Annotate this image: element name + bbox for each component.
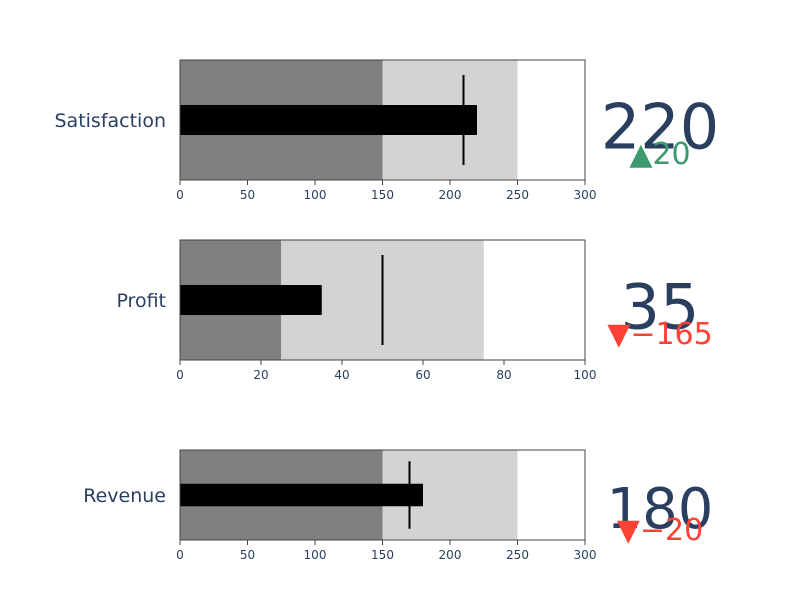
tick-label: 80 — [496, 368, 511, 382]
gauge-title: Satisfaction — [54, 110, 166, 132]
bullet-gauge-revenue: 0 50 100 150 200 250 300 Revenue 180▼−20 — [83, 449, 714, 562]
bullet-gauge-satisfaction: 0 50 100 150 200 250 300 Satisfaction 220▲20 — [54, 59, 719, 202]
tick-label: 100 — [304, 188, 327, 202]
tick-label: 300 — [574, 548, 597, 562]
tick-label: 200 — [439, 548, 462, 562]
tick-label: 150 — [371, 188, 394, 202]
tick-label: 50 — [240, 188, 255, 202]
gauge-border — [179, 239, 586, 361]
tick-label: 300 — [574, 188, 597, 202]
tick-label: 0 — [176, 188, 184, 202]
tick-label: 60 — [415, 368, 430, 382]
delta-indicator: ▲20 — [629, 137, 690, 172]
value-number: 180 — [607, 477, 714, 542]
tick-label: 100 — [304, 548, 327, 562]
tick-label: 0 — [176, 368, 184, 382]
tick-label: 20 — [253, 368, 268, 382]
tick-label: 250 — [506, 548, 529, 562]
tick-label: 0 — [176, 548, 184, 562]
value-number: 220 — [601, 90, 719, 163]
tick-label: 150 — [371, 548, 394, 562]
value-bar — [180, 105, 477, 135]
tick-label: 250 — [506, 188, 529, 202]
value-bar — [180, 285, 322, 315]
tick-label: 50 — [240, 548, 255, 562]
tick-label: 100 — [574, 368, 597, 382]
gauge-title: Revenue — [83, 485, 166, 507]
delta-indicator: ▼−20 — [617, 513, 703, 548]
value-number: 35 — [621, 270, 700, 343]
delta-indicator: ▼−165 — [607, 317, 712, 352]
tick-label: 40 — [334, 368, 349, 382]
value-bar — [180, 483, 423, 507]
bullet-gauge-profit: 0 20 40 60 80 100 Profit 35▼−165 — [116, 239, 713, 382]
gauge-title: Profit — [116, 290, 166, 312]
tick-label: 200 — [439, 188, 462, 202]
